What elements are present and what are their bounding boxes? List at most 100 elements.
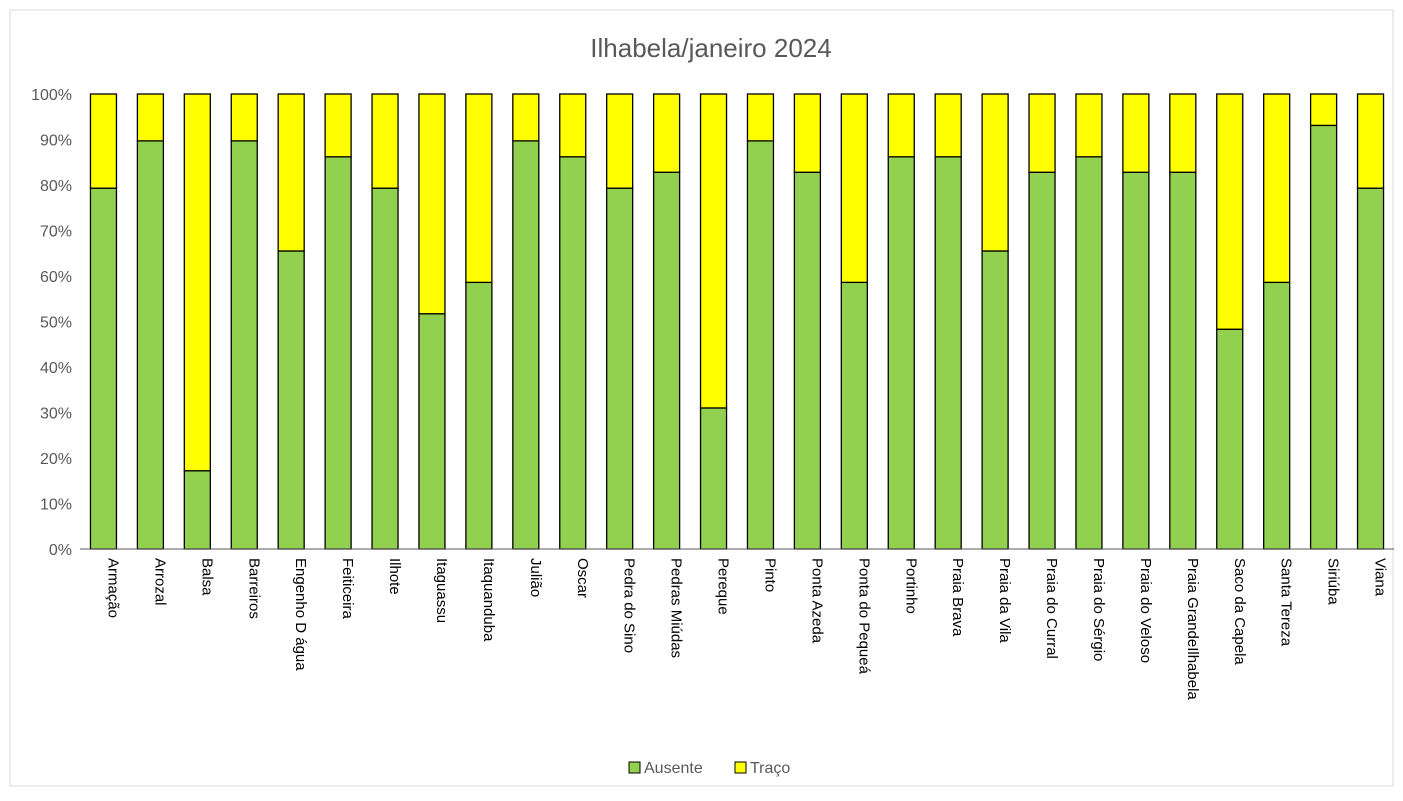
bar-tra-o-7	[371, 93, 399, 189]
bar-tra-o-12	[606, 93, 634, 189]
bar-ausente-1	[89, 187, 118, 550]
bar-ausente-18	[887, 156, 915, 550]
bar-tra-o-23	[1122, 93, 1150, 173]
x-tick-label: Praia do Sérgio	[1090, 558, 1107, 661]
y-tick-label: 60%	[40, 269, 72, 286]
x-tick-label: Pedras Miúdas	[668, 558, 685, 658]
x-tick-label: Armação	[104, 558, 121, 618]
x-tick-label: Arrozal	[151, 558, 168, 606]
y-tick-label: 70%	[40, 224, 72, 241]
x-tick-label: Oscar	[574, 558, 591, 598]
x-tick-label: Itaquanduba	[480, 558, 497, 642]
bar-ausente-16	[793, 171, 822, 550]
legend-label: Traço	[750, 760, 790, 777]
legend: Ausente Traço	[628, 760, 790, 777]
y-tick-label: 80%	[40, 178, 72, 195]
x-tick-label: Pinto	[761, 558, 778, 592]
x-tick-label: Praia Brava	[949, 558, 966, 637]
bar-ausente-7	[371, 187, 399, 550]
x-tick-label: Saco da Capela	[1231, 558, 1248, 665]
legend-swatch-tra-o	[734, 761, 747, 774]
x-tick-label: Barreiros	[245, 558, 262, 619]
x-tick-label: Praia da Vila	[996, 558, 1013, 643]
bar-ausente-24	[1169, 171, 1197, 550]
bar-ausente-17	[840, 281, 868, 550]
y-tick-label: 50%	[40, 315, 72, 332]
bar-ausente-15	[746, 140, 775, 550]
x-tick-label: Pedra do Sino	[621, 558, 638, 653]
bar-tra-o-21	[1028, 93, 1056, 173]
bar-tra-o-16	[793, 93, 822, 173]
chart-title: Ilhabela/janeiro 2024	[590, 33, 831, 63]
bar-tra-o-25	[1216, 93, 1244, 330]
bar-ausente-12	[606, 187, 634, 550]
bar-ausente-22	[1075, 156, 1103, 550]
bar-ausente-11	[559, 156, 587, 550]
bar-tra-o-24	[1169, 93, 1197, 173]
legend-swatch-ausente	[628, 761, 641, 774]
bar-ausente-23	[1122, 171, 1150, 550]
bar-tra-o-1	[89, 93, 118, 189]
y-tick-label: 30%	[40, 406, 72, 423]
bar-ausente-25	[1216, 328, 1244, 550]
bar-tra-o-18	[887, 93, 915, 158]
bar-ausente-9	[465, 281, 493, 550]
bar-ausente-8	[418, 313, 446, 550]
y-tick-label: 90%	[40, 133, 72, 150]
bar-ausente-6	[324, 156, 352, 550]
bar-tra-o-4	[230, 93, 258, 142]
x-tick-label: Santa Tereza	[1278, 558, 1295, 647]
bar-tra-o-2	[136, 93, 165, 142]
bar-tra-o-10	[512, 93, 540, 142]
x-tick-label: Praia GrandeIlhabela	[1184, 558, 1201, 700]
bar-ausente-5	[277, 250, 305, 550]
bar-ausente-26	[1263, 281, 1291, 550]
bar-tra-o-20	[981, 93, 1009, 252]
bar-ausente-28	[1356, 187, 1385, 550]
x-tick-label: Portinho	[902, 558, 919, 614]
bar-tra-o-19	[934, 93, 962, 158]
y-axis: 0% 10% 20% 30% 40% 50% 60% 70% 80% 90% 100%	[31, 87, 72, 559]
bar-ausente-10	[512, 140, 540, 550]
y-tick-label: 20%	[40, 451, 72, 468]
x-tick-label: Praia do Curral	[1043, 558, 1060, 659]
x-tick-label: Pereque	[715, 558, 732, 615]
legend-label: Ausente	[644, 760, 703, 777]
y-tick-label: 40%	[40, 360, 72, 377]
bar-tra-o-14	[699, 93, 728, 409]
bar-ausente-27	[1309, 124, 1338, 550]
bar-tra-o-6	[324, 93, 352, 158]
y-tick-label: 10%	[40, 497, 72, 514]
bar-tra-o-26	[1263, 93, 1291, 284]
x-tick-label: Feiticeira	[339, 558, 356, 620]
bars	[89, 93, 1385, 550]
x-tick-label: Ilhote	[386, 558, 403, 595]
bar-tra-o-27	[1309, 93, 1338, 127]
x-tick-label: Ponta Azeda	[808, 558, 825, 644]
y-tick-label: 100%	[31, 87, 72, 104]
bar-ausente-13	[652, 171, 681, 550]
x-tick-label: Viana	[1372, 558, 1389, 597]
x-tick-label: Ponta do Pequeá	[855, 558, 872, 675]
x-tick-label: Praia do Veloso	[1137, 558, 1154, 663]
bar-ausente-21	[1028, 171, 1056, 550]
bar-tra-o-28	[1356, 93, 1385, 189]
x-tick-label: Siriúba	[1325, 558, 1342, 605]
x-tick-label: Julião	[527, 558, 544, 597]
x-tick-label: Itaguassu	[433, 558, 450, 623]
bar-tra-o-13	[652, 93, 681, 173]
bar-tra-o-8	[418, 93, 446, 315]
bar-ausente-14	[699, 407, 728, 550]
bar-tra-o-5	[277, 93, 305, 252]
x-tick-label: Balsa	[198, 558, 215, 596]
y-tick-label: 0%	[49, 542, 72, 559]
bar-ausente-4	[230, 140, 258, 550]
bar-tra-o-9	[465, 93, 493, 284]
x-tick-label: Engenho D água	[292, 558, 309, 671]
bar-tra-o-15	[746, 93, 775, 142]
bar-tra-o-22	[1075, 93, 1103, 158]
x-axis: Armação Arrozal Balsa Barreiros Engenho D ág…	[80, 548, 1394, 700]
bar-ausente-19	[934, 156, 962, 550]
